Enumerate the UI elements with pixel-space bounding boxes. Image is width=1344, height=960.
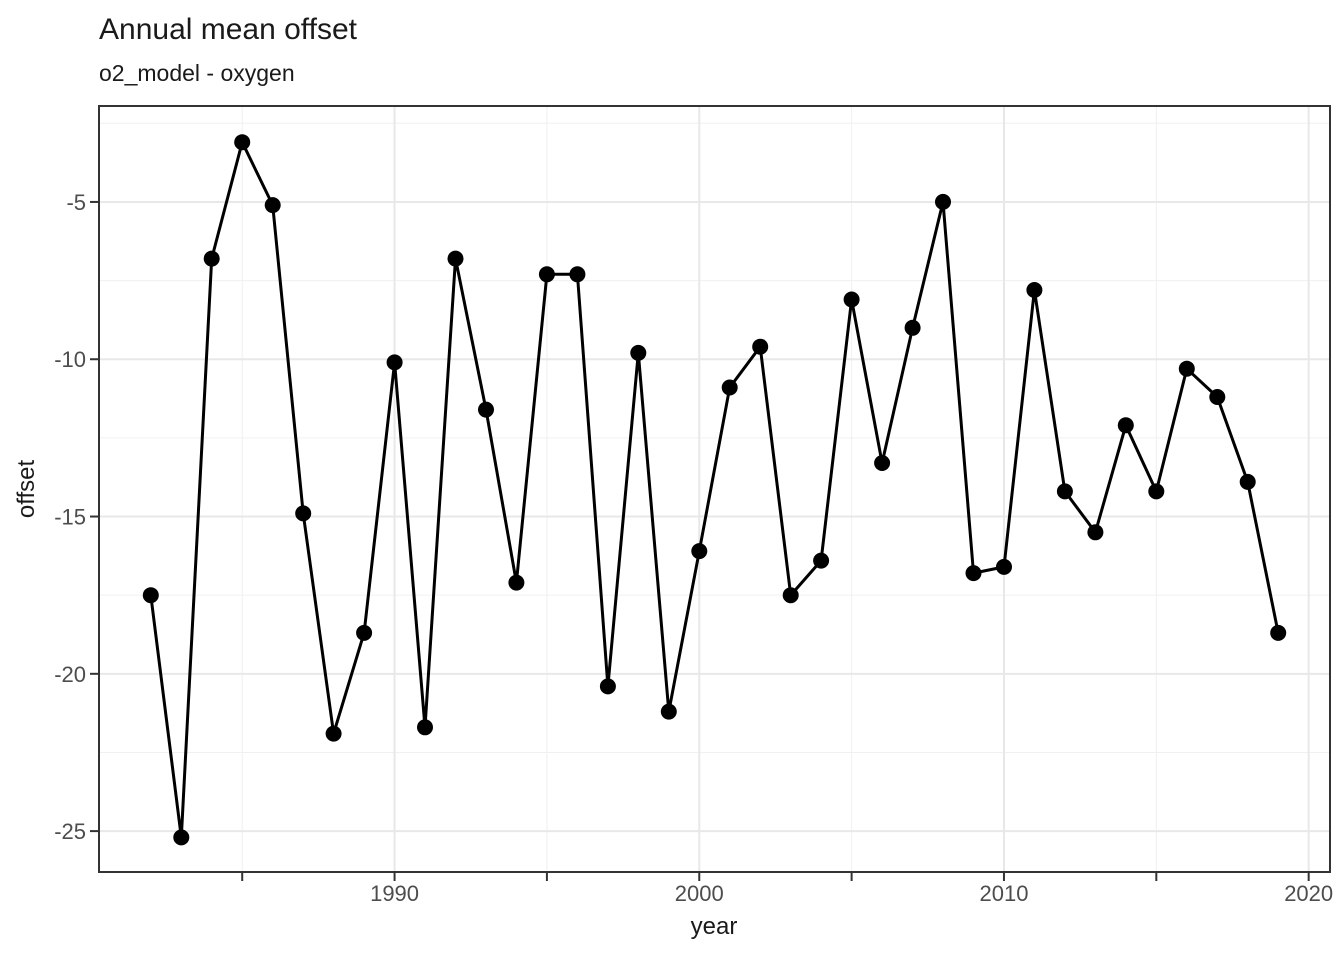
data-point (1270, 624, 1287, 641)
data-point (417, 719, 433, 736)
y-axis-tick-label: -25 (54, 819, 86, 844)
data-point (538, 266, 555, 283)
data-point (782, 587, 799, 604)
chart-subtitle: o2_model - oxygen (99, 60, 295, 86)
chart-title: Annual mean offset (99, 13, 357, 46)
data-point (508, 574, 525, 591)
data-point (630, 344, 647, 361)
y-axis-tick-label: -10 (54, 347, 86, 372)
data-point (904, 319, 921, 336)
data-point (478, 401, 494, 418)
data-point (1056, 483, 1073, 500)
data-point (173, 829, 190, 846)
x-axis-tick-label: 2020 (1284, 881, 1333, 906)
data-point (1117, 417, 1134, 434)
x-axis-tick-label: 2000 (675, 881, 724, 906)
y-axis-title: offset (13, 459, 40, 519)
data-point (660, 703, 677, 720)
data-point (386, 354, 403, 371)
data-point (1209, 389, 1226, 405)
data-line (149, 140, 1280, 839)
data-point (203, 250, 220, 267)
data-point (721, 379, 738, 396)
data-point (996, 558, 1012, 575)
data-point (1148, 483, 1165, 500)
data-point (569, 266, 586, 283)
y-axis-tick-label: -15 (54, 505, 86, 530)
data-point (813, 552, 830, 569)
y-axis-tick-label: -5 (66, 190, 86, 215)
data-point (599, 678, 616, 695)
data-point (142, 587, 159, 604)
panel-background (99, 106, 1330, 872)
data-point (1087, 524, 1104, 541)
data-point (752, 338, 769, 355)
data-point (874, 455, 891, 471)
data-point (447, 250, 464, 267)
data-point (264, 197, 281, 214)
data-point (965, 565, 982, 582)
data-point (234, 134, 251, 151)
data-point (325, 725, 342, 742)
panel-border (98, 105, 1331, 873)
data-point (356, 624, 373, 641)
data-point (935, 193, 951, 210)
data-point (843, 291, 860, 308)
y-axis-tick-label: -20 (54, 662, 86, 687)
data-point (691, 543, 708, 560)
x-axis-tick-label: 1990 (370, 881, 419, 906)
data-point (1178, 360, 1195, 377)
data-point (295, 505, 312, 522)
data-point (1026, 282, 1043, 298)
x-axis-title: year (690, 913, 738, 940)
data-point (1239, 473, 1256, 490)
x-axis-tick-label: 2010 (979, 881, 1028, 906)
